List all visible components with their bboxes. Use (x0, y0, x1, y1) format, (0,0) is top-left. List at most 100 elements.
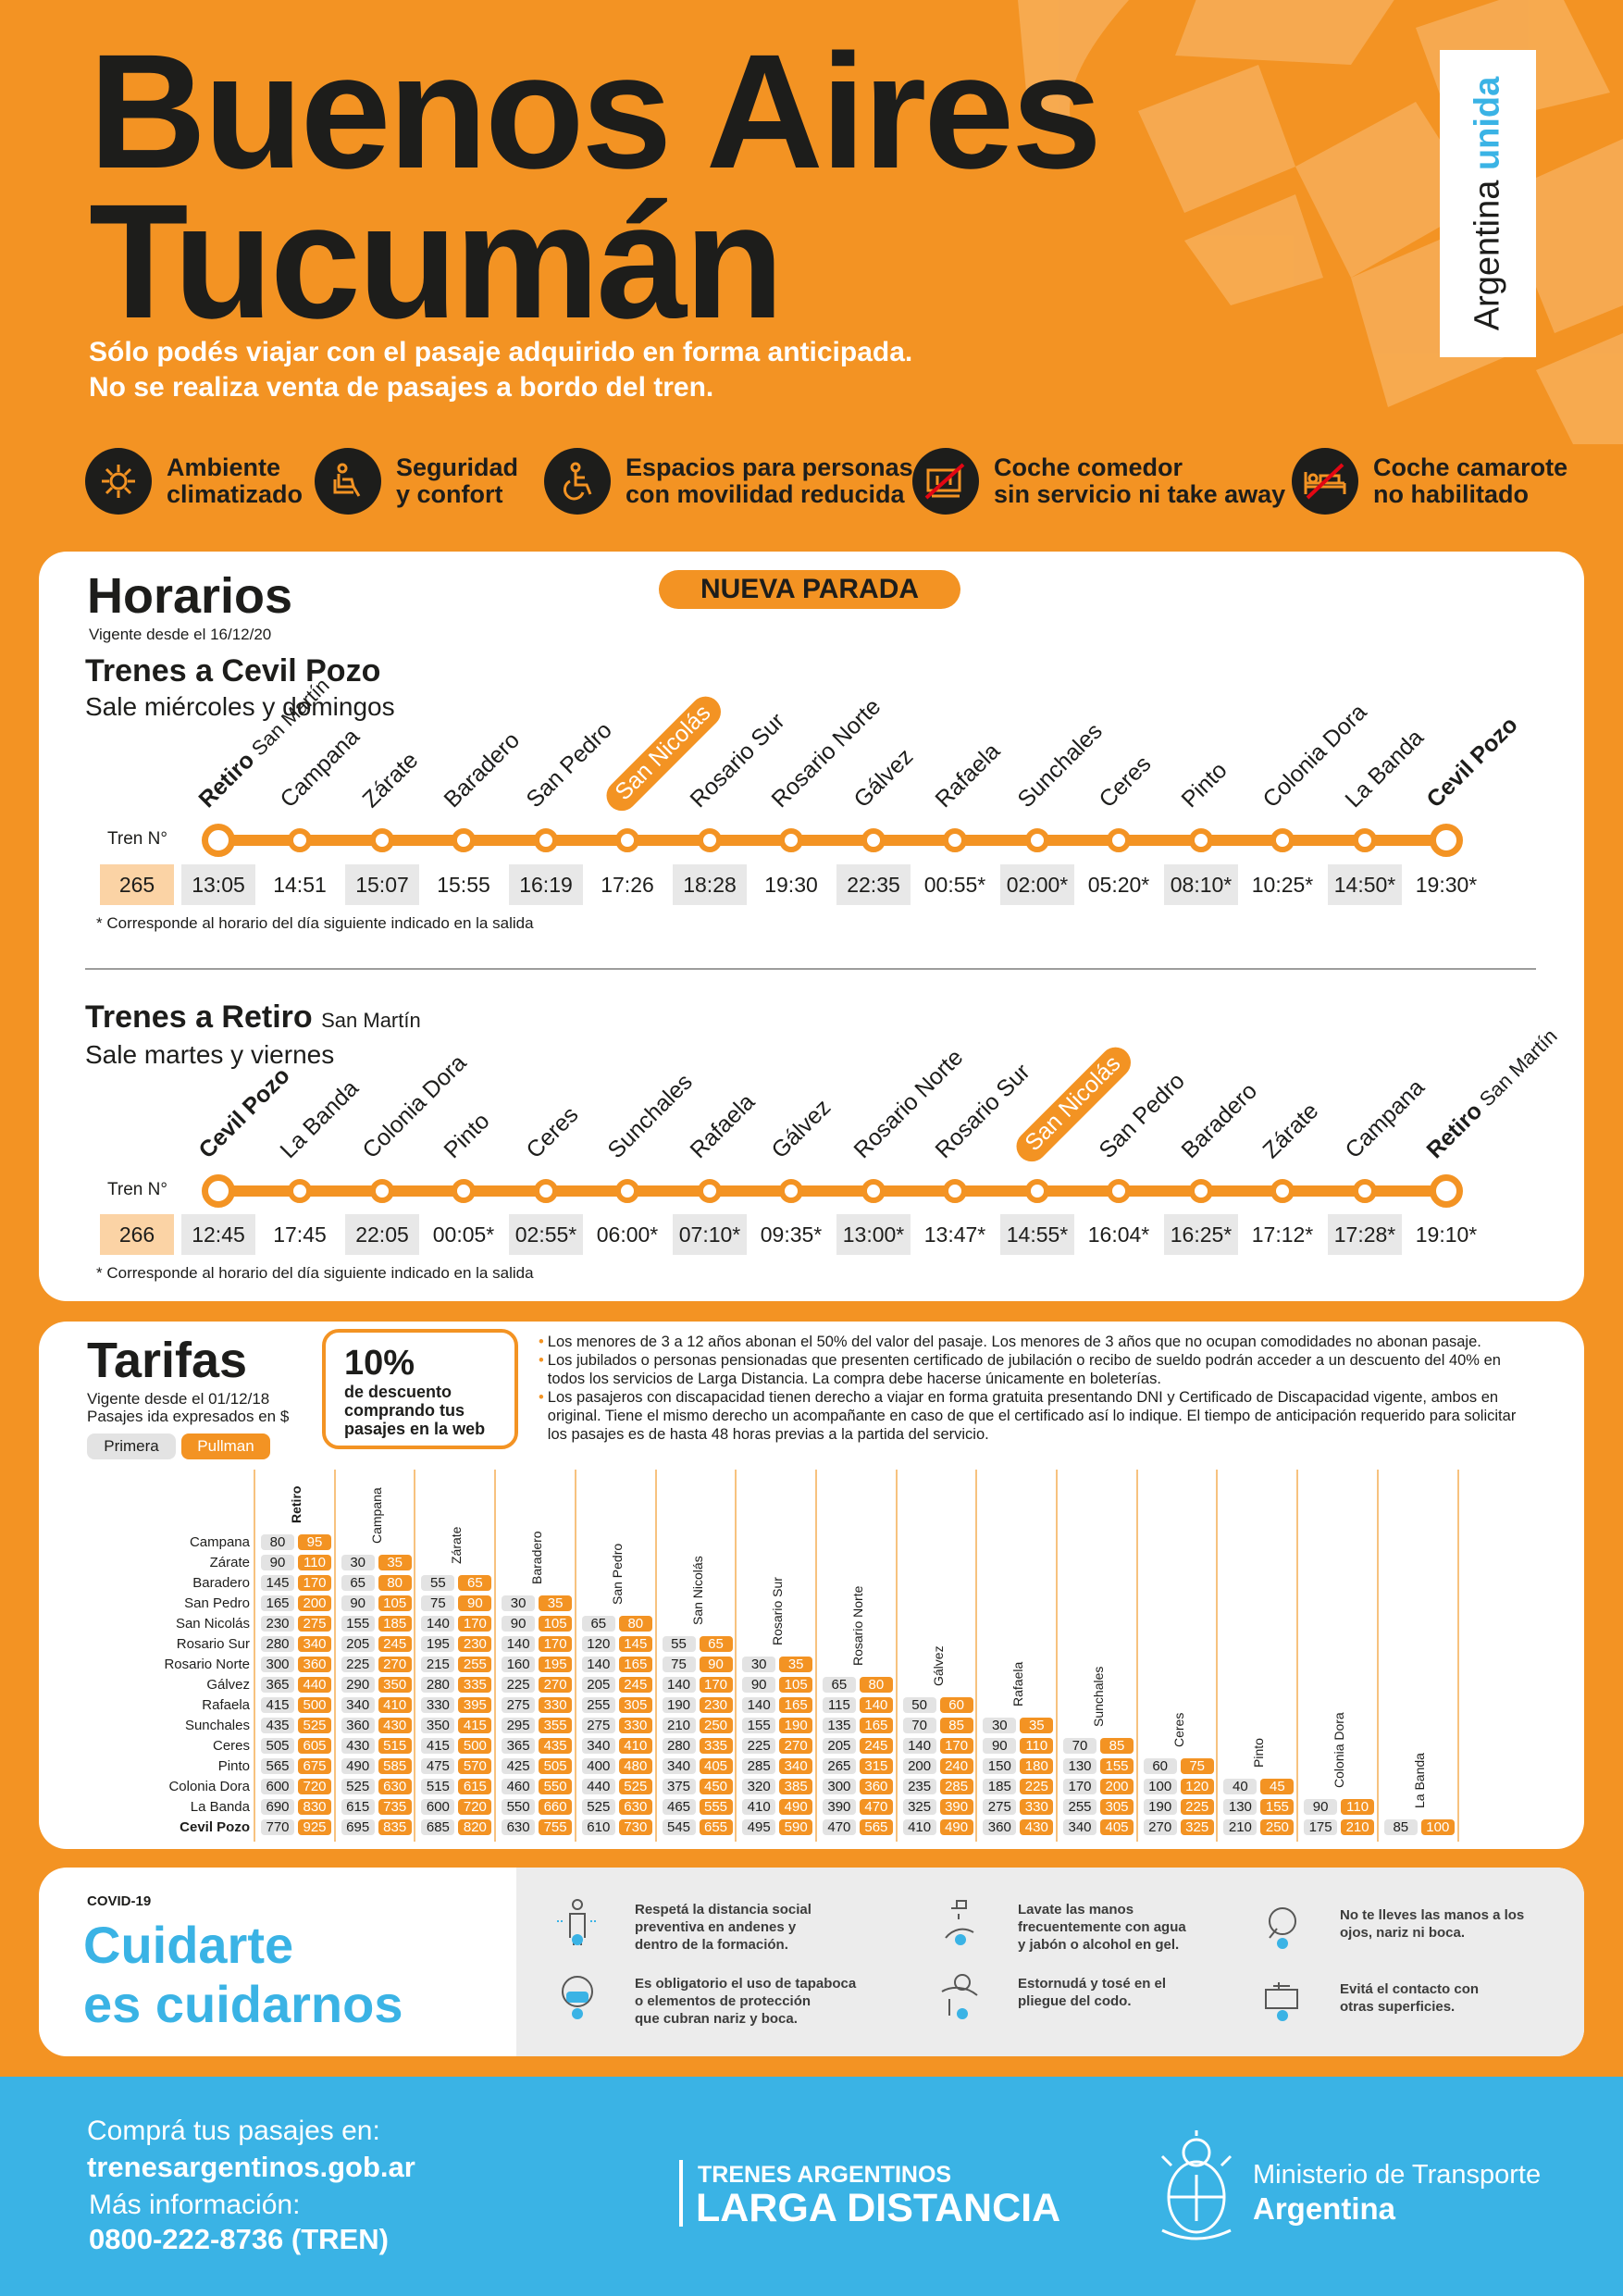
fare-pullman: 165 (618, 1657, 652, 1672)
fare-row-label: Campana (189, 1534, 250, 1550)
fare-pullman: 500 (298, 1697, 331, 1713)
train-number: 265 (100, 864, 174, 905)
fare-primera: 85 (1383, 1819, 1418, 1835)
fare-pullman: 410 (618, 1738, 652, 1754)
fare-primera: 770 (261, 1819, 294, 1835)
fare-primera: 490 (341, 1758, 375, 1774)
website-link[interactable]: trenesargentinos.gob.ar (87, 2151, 415, 2183)
fare-primera: 200 (902, 1758, 936, 1774)
fare-pullman: 515 (378, 1738, 412, 1754)
divider (85, 968, 1536, 970)
fare-pullman: 350 (378, 1677, 412, 1693)
column-divider (414, 1470, 416, 1842)
fare-primera: 80 (261, 1534, 294, 1550)
fare-pullman: 155 (1260, 1799, 1295, 1815)
departure-time: 22:35 (836, 864, 911, 905)
station-dot (1270, 828, 1295, 852)
fare-primera: 695 (341, 1819, 375, 1835)
argentina-unida-logo: Argentina unida (1440, 50, 1536, 357)
fare-primera: 440 (581, 1779, 615, 1794)
title-line-1: Buenos Aires (89, 21, 1102, 203)
mask-icon (555, 1971, 600, 2028)
fare-primera: 460 (502, 1779, 536, 1794)
fare-primera: 165 (261, 1595, 294, 1611)
feature-label: Seguridad y confort (396, 453, 519, 508)
fare-primera: 30 (742, 1657, 776, 1672)
fare-pullman: 385 (779, 1779, 813, 1794)
station-dot (1189, 828, 1213, 852)
departure-time: 07:10* (673, 1214, 747, 1255)
column-divider (333, 1470, 336, 1842)
fare-primera: 495 (742, 1819, 776, 1835)
distance-icon (555, 1897, 600, 1954)
fare-primera: 140 (502, 1636, 536, 1652)
fare-pullman: 340 (298, 1636, 331, 1652)
tarifa-note: • Los jubilados o personas pensionadas qu… (539, 1351, 1538, 1388)
fare-pullman: 470 (859, 1799, 893, 1815)
fare-row-label: Colonia Dora (168, 1779, 250, 1794)
fare-primera: 340 (581, 1738, 615, 1754)
column-divider (494, 1470, 497, 1842)
fare-pullman: 60 (939, 1697, 973, 1713)
fare-primera: 295 (502, 1718, 536, 1733)
seat-icon (315, 448, 381, 515)
fare-primera: 275 (983, 1799, 1017, 1815)
station-dot (452, 1179, 476, 1203)
fare-primera: 70 (1063, 1738, 1096, 1754)
fare-primera: 340 (341, 1697, 375, 1713)
feature-item: Espacios para personas con movilidad red… (544, 448, 913, 515)
fare-pullman: 440 (298, 1677, 331, 1693)
phone-number[interactable]: 0800-222-8736 (TREN) (89, 2223, 389, 2255)
fare-pullman: 110 (298, 1555, 331, 1570)
fare-primera: 255 (581, 1697, 615, 1713)
fare-pullman: 630 (618, 1799, 652, 1815)
column-divider (1456, 1470, 1459, 1842)
fare-primera: 60 (1143, 1758, 1177, 1774)
web-discount-promo: 10% de descuento comprando tus pasajes e… (322, 1329, 518, 1449)
station-dot (288, 828, 312, 852)
fare-primera: 190 (1143, 1799, 1177, 1815)
station-dot (615, 828, 639, 852)
fare-primera: 685 (421, 1819, 455, 1835)
fare-primera: 565 (261, 1758, 294, 1774)
tren-label: Tren N° (107, 1180, 167, 1199)
fare-primera: 30 (983, 1718, 1017, 1733)
station-dot (1025, 1179, 1049, 1203)
fare-primera: 275 (502, 1697, 536, 1713)
fare-pullman: 170 (298, 1575, 331, 1591)
column-divider (1135, 1470, 1138, 1842)
fare-pullman: 100 (1420, 1819, 1455, 1835)
inbound-title-sub: San Martín (321, 1009, 421, 1032)
bullet-dot: • (539, 1389, 544, 1406)
departure-time: 00:55* (923, 872, 986, 897)
covid-tip-text: Respetá la distancia social preventiva e… (635, 1902, 812, 1953)
fare-primera: 280 (662, 1738, 696, 1754)
fare-pullman: 305 (618, 1697, 652, 1713)
fare-primera: 90 (983, 1738, 1017, 1754)
column-divider (254, 1470, 255, 1842)
fare-pullman: 655 (699, 1819, 733, 1835)
feature-label: Coche comedor sin servicio ni take away (994, 453, 1286, 508)
fare-primera: 400 (581, 1758, 615, 1774)
fare-primera: 415 (261, 1697, 294, 1713)
fare-pullman: 35 (539, 1595, 573, 1611)
fare-pullman: 525 (618, 1779, 652, 1794)
fare-primera: 360 (341, 1718, 375, 1733)
fare-primera: 190 (662, 1697, 696, 1713)
departure-time: 22:05 (345, 1214, 419, 1255)
feature-item: Ambiente climatizado (85, 448, 303, 515)
fare-column-header: Colonia Dora (1332, 1712, 1347, 1788)
fare-pullman: 35 (378, 1555, 412, 1570)
fare-primera: 65 (341, 1575, 375, 1591)
station-dot (943, 828, 967, 852)
fare-pullman: 525 (298, 1718, 331, 1733)
fare-primera: 630 (502, 1819, 536, 1835)
fare-pullman: 565 (859, 1819, 893, 1835)
departure-time: 13:05 (181, 864, 255, 905)
fare-primera: 155 (341, 1616, 375, 1632)
covid-tip-text: No te lleves las manos a los ojos, nariz… (1340, 1907, 1525, 1941)
subtitle-line-2: No se realiza venta de pasajes a bordo d… (89, 372, 714, 403)
outbound-days: Sale miércoles y domingos (85, 692, 395, 721)
tarifas-title: Tarifas (87, 1333, 248, 1388)
fare-pullman: 85 (1100, 1738, 1134, 1754)
